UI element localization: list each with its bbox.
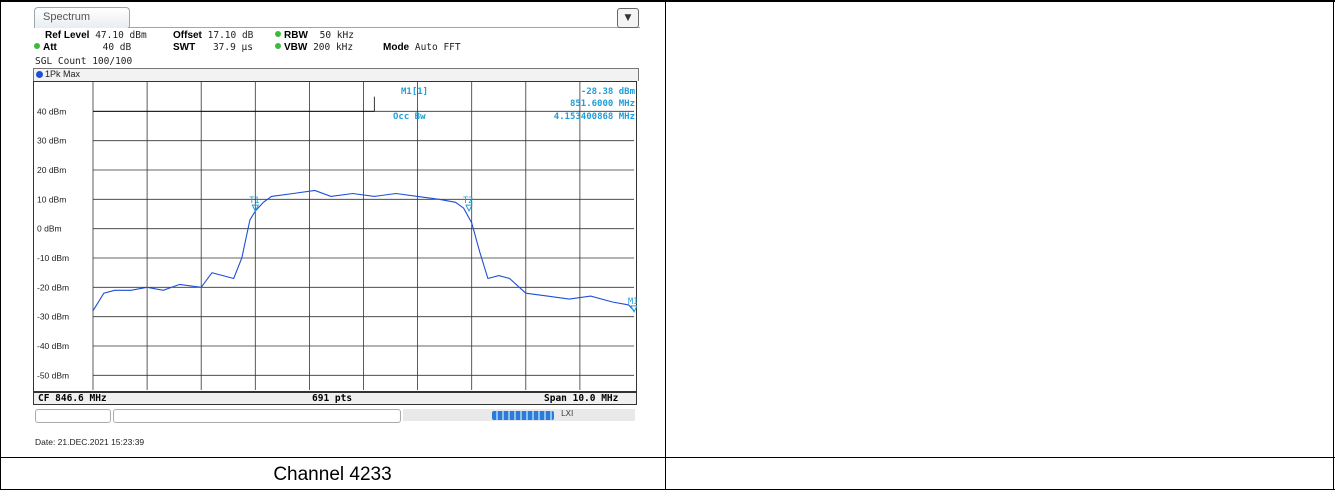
tab-underline bbox=[128, 27, 640, 28]
table-top-border bbox=[0, 0, 1335, 2]
ref-level-value: 47.10 dBm bbox=[95, 30, 147, 41]
ref-level: Ref Level 47.10 dBm bbox=[45, 30, 147, 41]
swt-label: SWT bbox=[173, 42, 196, 53]
y-tick-label: -50 dBm bbox=[37, 370, 69, 380]
mode-label: Mode bbox=[383, 42, 410, 53]
trace-indicator-icon bbox=[36, 71, 43, 78]
capture-date: Date: 21.DEC.2021 15:23:39 bbox=[35, 437, 145, 447]
marker-t1-symbol bbox=[251, 204, 260, 213]
progress-indicator bbox=[492, 411, 554, 420]
swt: SWT 37.9 µs bbox=[173, 42, 253, 53]
att-value: 40 dB bbox=[102, 42, 132, 53]
rbw-label: RBW bbox=[284, 30, 308, 41]
tab-spectrum-label: Spectrum bbox=[43, 11, 91, 23]
table-row-divider bbox=[0, 457, 1335, 458]
vbw-value: 200 kHz bbox=[313, 42, 354, 53]
table-right-border bbox=[1333, 0, 1334, 490]
span: Span 10.0 MHz bbox=[544, 393, 619, 404]
rbw-value: 50 kHz bbox=[319, 30, 354, 41]
y-tick-label: 40 dBm bbox=[37, 106, 66, 116]
marker-readout-level: -28.38 dBm bbox=[581, 87, 636, 97]
marker-m1-symbol bbox=[630, 305, 637, 314]
occupied-bandwidth-label: Occ Bw bbox=[393, 112, 426, 122]
swt-value: 37.9 µs bbox=[212, 42, 253, 53]
tab-spectrum[interactable]: Spectrum bbox=[34, 7, 130, 28]
channel-caption: Channel 4233 bbox=[273, 463, 392, 485]
y-tick-label: -40 dBm bbox=[37, 341, 69, 351]
message-field-left bbox=[35, 409, 111, 423]
att: Att 40 dB bbox=[34, 42, 131, 53]
marker-t2-label: T2 bbox=[463, 196, 473, 206]
spectrum-plot: 40 dBm 30 dBm 20 dBm 10 dBm 0 dBm -10 dBm -20 … bbox=[37, 82, 637, 390]
marker-readout-label: M1[1] bbox=[401, 87, 428, 97]
center-frequency: CF 846.6 MHz bbox=[38, 393, 107, 404]
offset: Offset 17.10 dB bbox=[173, 30, 253, 41]
att-indicator-icon bbox=[34, 43, 40, 49]
marker-readout-frequency: 851.6000 MHz bbox=[570, 99, 635, 109]
marker-t2-symbol bbox=[465, 204, 473, 213]
spectrum-analyzer-screenshot: Spectrum ▼ Ref Level 47.10 dBm Offset 17… bbox=[31, 4, 642, 456]
rbw: RBW 50 kHz bbox=[275, 30, 354, 41]
table-middle-divider bbox=[665, 0, 666, 490]
sweep-points: 691 pts bbox=[312, 393, 353, 404]
table-left-border bbox=[0, 0, 1, 490]
att-label: Att bbox=[43, 42, 57, 53]
marker-t1-label: T1 bbox=[249, 196, 259, 206]
rbw-indicator-icon bbox=[275, 31, 281, 37]
status-bar: CF 846.6 MHz 691 pts Span 10.0 MHz bbox=[33, 392, 637, 405]
offset-value: 17.10 dB bbox=[207, 30, 254, 41]
trace-label-bar: 1Pk Max bbox=[33, 68, 639, 81]
display-settings-icon[interactable]: ▼ bbox=[617, 8, 639, 28]
vbw-indicator-icon bbox=[275, 43, 281, 49]
plot-frame bbox=[33, 81, 637, 392]
occupied-bandwidth-value: 4.153400868 MHz bbox=[554, 112, 635, 122]
y-tick-label: -10 dBm bbox=[37, 253, 69, 263]
y-tick-label: 20 dBm bbox=[37, 165, 66, 175]
y-tick-label: 10 dBm bbox=[37, 194, 66, 204]
message-bar: LXI bbox=[33, 407, 637, 423]
message-field-main bbox=[113, 409, 401, 423]
marker-m1-label: M1 bbox=[628, 297, 637, 307]
offset-label: Offset bbox=[173, 30, 202, 41]
trace-label: 1Pk Max bbox=[45, 69, 81, 79]
y-tick-label: -20 dBm bbox=[37, 282, 69, 292]
lxi-icon: LXI bbox=[561, 409, 574, 418]
mode: Mode Auto FFT bbox=[383, 42, 461, 53]
trace-1pk-max bbox=[92, 189, 635, 312]
vbw-label: VBW bbox=[284, 42, 308, 53]
y-tick-label: 30 dBm bbox=[37, 136, 66, 146]
sgl-count: SGL Count 100/100 bbox=[35, 56, 133, 67]
mode-value: Auto FFT bbox=[414, 42, 461, 53]
vbw: VBW 200 kHz bbox=[275, 42, 353, 53]
ref-level-label: Ref Level bbox=[45, 30, 90, 41]
y-tick-label: -30 dBm bbox=[37, 312, 69, 322]
y-tick-label: 0 dBm bbox=[37, 224, 62, 234]
